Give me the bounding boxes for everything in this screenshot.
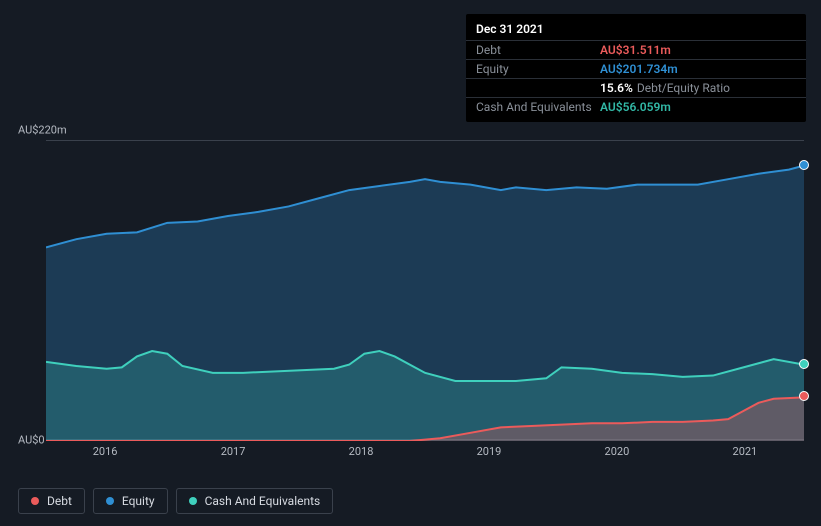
legend: Debt Equity Cash And Equivalents xyxy=(18,488,333,514)
plot-area xyxy=(46,140,804,440)
end-marker-debt xyxy=(799,391,809,401)
tooltip-row-value: AU$201.734m xyxy=(600,62,678,76)
tooltip-row-value: 15.6%Debt/Equity Ratio xyxy=(600,81,730,95)
chart: AU$220m AU$0 2016 2017 2018 2019 2020 2021 xyxy=(18,120,804,480)
legend-item-cash-and-equivalents[interactable]: Cash And Equivalents xyxy=(176,488,334,514)
tooltip-row-label: Cash And Equivalents xyxy=(476,100,600,114)
tooltip-date: Dec 31 2021 xyxy=(466,20,806,40)
end-marker-equity xyxy=(799,160,809,170)
tooltip-row: DebtAU$31.511m xyxy=(466,40,806,59)
legend-item-debt[interactable]: Debt xyxy=(18,488,85,514)
legend-dot-icon xyxy=(106,497,114,505)
x-axis-label: 2020 xyxy=(605,445,630,458)
tooltip-row: Cash And EquivalentsAU$56.059m xyxy=(466,97,806,116)
legend-dot-icon xyxy=(31,497,39,505)
legend-dot-icon xyxy=(189,497,197,505)
tooltip-rows: DebtAU$31.511mEquityAU$201.734m15.6%Debt… xyxy=(466,40,806,116)
tooltip-row-label: Equity xyxy=(476,62,600,76)
legend-label: Cash And Equivalents xyxy=(205,494,321,508)
chart-tooltip: Dec 31 2021 DebtAU$31.511mEquityAU$201.7… xyxy=(466,14,806,122)
y-axis-label-max: AU$220m xyxy=(18,124,67,137)
y-axis-label-min: AU$0 xyxy=(18,434,45,447)
tooltip-row-muted: Debt/Equity Ratio xyxy=(637,81,730,95)
x-axis-label: 2017 xyxy=(221,445,246,458)
tooltip-row-label: Debt xyxy=(476,43,600,57)
tooltip-row-value: AU$31.511m xyxy=(600,43,671,57)
tooltip-row-label xyxy=(476,81,600,95)
legend-label: Equity xyxy=(122,494,155,508)
legend-item-equity[interactable]: Equity xyxy=(93,488,168,514)
x-axis-label: 2018 xyxy=(349,445,374,458)
x-axis-label: 2019 xyxy=(477,445,502,458)
end-marker-cash-and-equivalents xyxy=(799,359,809,369)
tooltip-row: 15.6%Debt/Equity Ratio xyxy=(466,78,806,97)
legend-label: Debt xyxy=(47,494,72,508)
tooltip-row-value: AU$56.059m xyxy=(600,100,671,114)
tooltip-row: EquityAU$201.734m xyxy=(466,59,806,78)
x-axis-label: 2016 xyxy=(93,445,118,458)
x-axis-label: 2021 xyxy=(733,445,758,458)
chart-svg xyxy=(46,141,804,441)
